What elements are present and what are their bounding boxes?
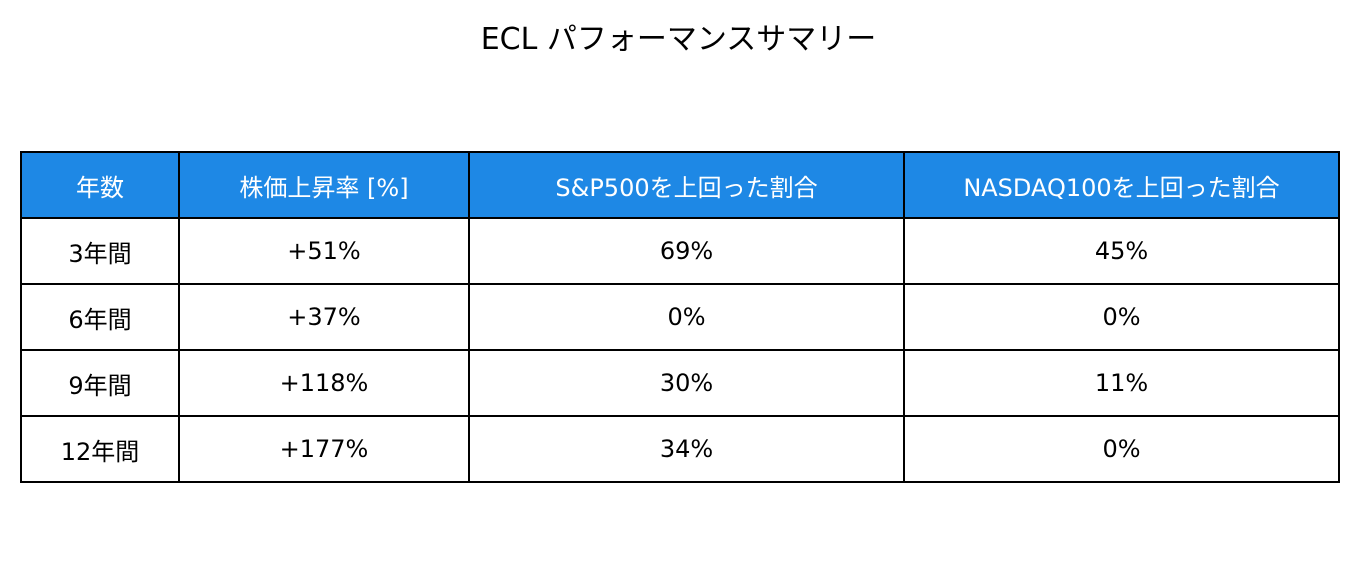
header-cell: 年数 <box>20 151 180 219</box>
summary-table: 年数 株価上昇率 [%] S&P500を上回った割合 NASDAQ100を上回った割合… <box>20 151 1340 483</box>
table-header: 年数 株価上昇率 [%] S&P500を上回った割合 NASDAQ100を上回った割合 <box>20 151 1340 219</box>
table-row: 3年間 +51% 69% 45% <box>20 217 1340 285</box>
table-cell: 0% <box>903 283 1340 351</box>
title: ECL パフォーマンスサマリー <box>480 22 877 57</box>
table-cell: +37% <box>178 283 470 351</box>
header-cell: 株価上昇率 [%] <box>178 151 470 219</box>
header-row: 年数 株価上昇率 [%] S&P500を上回った割合 NASDAQ100を上回った割合 <box>20 151 1340 219</box>
table-cell: 6年間 <box>20 283 180 351</box>
table-cell: 45% <box>903 217 1340 285</box>
table-row: 6年間 +37% 0% 0% <box>20 283 1340 351</box>
table-cell: 11% <box>903 349 1340 417</box>
table-cell: +118% <box>178 349 470 417</box>
table-row: 12年間 +177% 34% 0% <box>20 415 1340 483</box>
table-cell: +177% <box>178 415 470 483</box>
table-cell: 9年間 <box>20 349 180 417</box>
table-cell: +51% <box>178 217 470 285</box>
table-cell: 12年間 <box>20 415 180 483</box>
table-body: 3年間 +51% 69% 45% 6年間 +37% 0% 0% 9年間 +118% 30% 11% 12… <box>20 217 1340 483</box>
header-cell: NASDAQ100を上回った割合 <box>903 151 1340 219</box>
table-cell: 30% <box>468 349 905 417</box>
table-cell: 34% <box>468 415 905 483</box>
table-cell: 0% <box>468 283 905 351</box>
table-row: 9年間 +118% 30% 11% <box>20 349 1340 417</box>
table-cell: 3年間 <box>20 217 180 285</box>
table-cell: 0% <box>903 415 1340 483</box>
table-cell: 69% <box>468 217 905 285</box>
header-cell: S&P500を上回った割合 <box>468 151 905 219</box>
